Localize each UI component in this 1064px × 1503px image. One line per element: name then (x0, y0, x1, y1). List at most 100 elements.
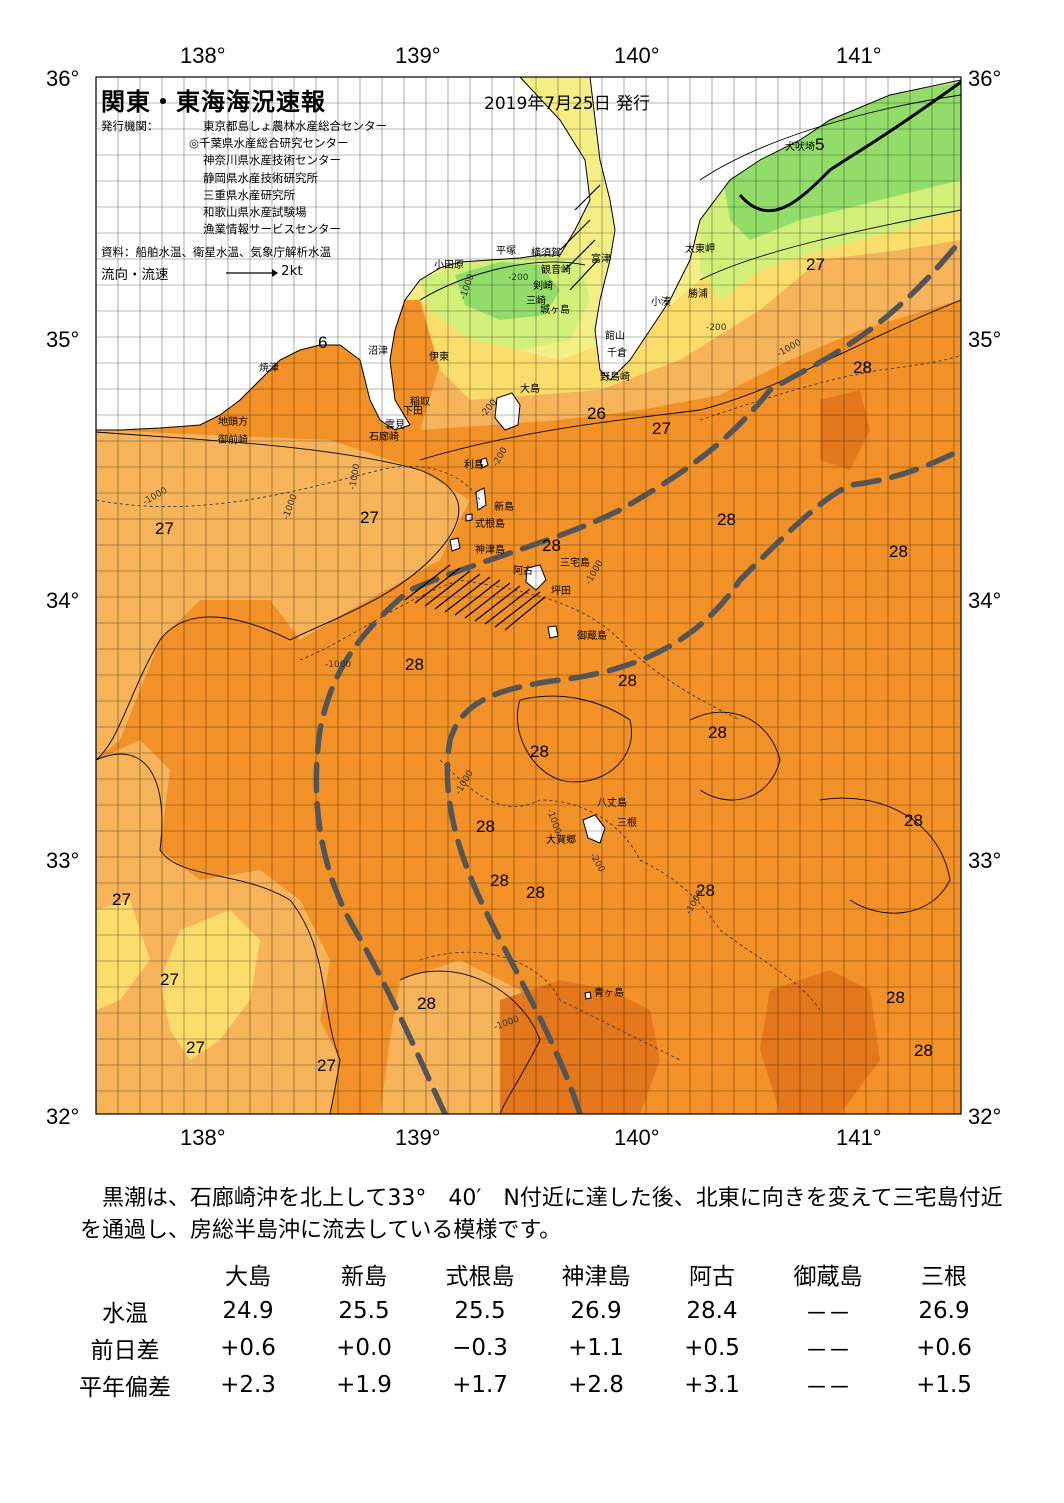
table-cell: 24.9 (222, 1297, 274, 1324)
place-label: 富津 (591, 252, 611, 265)
issuer: 神奈川県水産技術センター (203, 153, 341, 168)
place-label: 青ヶ島 (594, 986, 624, 999)
row-label: 水温 (102, 1300, 148, 1327)
temp-label: 5 (815, 135, 824, 154)
land-niijima (475, 487, 487, 511)
place-label: 小田原 (434, 259, 464, 271)
lat-label-right: 34° (968, 588, 1001, 613)
table-cell: +0.6 (220, 1334, 276, 1361)
table-cell: －－ (805, 1337, 851, 1364)
temp-label: 28 (853, 358, 872, 377)
place-label: 平塚 (496, 245, 516, 257)
lat-label-right: 35° (968, 327, 1001, 352)
axis-labels: 138° 139° 140° 141° 138° 139° 140° 141° … (46, 43, 1001, 1150)
table-row: 前日差 +0.6 +0.0 −0.3 +1.1 +0.5 －－ +0.6 (60, 1329, 1002, 1366)
place-label: 焼津 (259, 362, 279, 374)
place-label: 観音崎 (541, 263, 571, 276)
temp-label: 28 (526, 883, 545, 902)
table-cell: +1.9 (336, 1371, 392, 1398)
lon-label-bottom: 141° (836, 1125, 882, 1150)
temp-label: 28 (417, 994, 436, 1013)
land-hachijojima (582, 814, 606, 844)
land-aogashima (584, 991, 592, 1000)
lon-label-top: 141° (836, 43, 882, 68)
table-cell: +0.0 (336, 1334, 392, 1361)
lon-label-top: 140° (614, 43, 660, 68)
temp-label: 6 (318, 333, 327, 352)
place-label: 千倉 (607, 346, 627, 359)
issuer: 三重県水産研究所 (203, 187, 295, 202)
lon-label-bottom: 140° (614, 1125, 660, 1150)
place-labels: 犬吠埼 太東岬 勝浦 小湊 館山 千倉 野島崎 富津 横須賀 観音崎 剣崎 城ヶ… (218, 140, 815, 999)
temp-label: 28 (696, 881, 715, 900)
table-header-cell: 御蔵島 (793, 1263, 863, 1290)
place-label: 八丈島 (597, 796, 627, 809)
table-cell: 25.5 (338, 1297, 390, 1324)
land-kozushima (449, 537, 461, 552)
lat-label-left: 35° (46, 327, 79, 352)
temp-label: 28 (405, 655, 424, 674)
table-cell: －－ (805, 1300, 851, 1327)
place-label: 伊東 (429, 350, 449, 363)
sea-surface-temperature-map: 27 27 27 27 27 27 27 27 26 28 28 28 28 2… (46, 43, 1001, 1150)
map-frame (95, 76, 962, 1115)
row-label: 平年偏差 (79, 1374, 171, 1401)
place-label: 勝浦 (688, 287, 708, 300)
temp-label: 27 (186, 1038, 205, 1057)
place-label: 館山 (605, 329, 625, 342)
temp-label: 28 (904, 811, 923, 830)
depth-label: -1000 (348, 463, 362, 491)
place-label: 三崎 (526, 294, 546, 307)
depth-label: -200 (508, 273, 529, 283)
kuroshio-axis (313, 237, 961, 1114)
table-cell: +1.7 (452, 1371, 508, 1398)
place-label: 地頭方 (218, 415, 248, 428)
issuer: 漁業情報サービスセンター (203, 222, 341, 237)
issuers-label: 発行機関： (101, 119, 159, 133)
table-cell: +1.1 (568, 1334, 624, 1361)
place-label: 阿古 (513, 564, 533, 577)
current-vectors (404, 184, 601, 631)
table-row: 平年偏差 +2.3 +1.9 +1.7 +2.8 +3.1 －－ +1.5 (60, 1366, 1002, 1403)
place-label: 野島崎 (600, 370, 630, 383)
place-label: 新島 (494, 500, 514, 513)
place-label: 石廊崎 (369, 430, 399, 443)
map-title: 関東・東海海況速報 (101, 88, 326, 116)
temp-label: 27 (806, 255, 825, 274)
place-label: 横須賀 (531, 246, 561, 259)
issuer: ◎千葉県水産総合研究センター (189, 136, 349, 151)
table-header-cell: 三根 (921, 1263, 967, 1290)
lat-label-right: 36° (968, 66, 1001, 91)
flow-legend: 流向・流速 2kt (101, 263, 303, 283)
table-header-cell (60, 1255, 190, 1292)
table-cell: −0.3 (452, 1334, 508, 1361)
table-header-cell: 神津島 (561, 1263, 631, 1290)
issuer: 東京都島しょ農林水産総合センター (203, 119, 387, 133)
table-cell: +3.1 (684, 1371, 740, 1398)
table-header-cell: 大島 (225, 1263, 271, 1290)
depth-label: -200 (706, 323, 727, 333)
place-label: 御前崎 (218, 433, 248, 446)
table-cell: +2.3 (220, 1371, 276, 1398)
table-row: 水温 24.9 25.5 25.5 26.9 28.4 －－ 26.9 (60, 1292, 1002, 1329)
lat-label-left: 34° (46, 588, 79, 613)
lat-label-left: 33° (46, 848, 79, 873)
sst-zone-warm-1 (820, 390, 870, 470)
table-header-cell: 式根島 (445, 1263, 515, 1290)
place-label: 三宅島 (560, 556, 590, 569)
flow-legend-speed: 2kt (281, 263, 303, 279)
issuer: 静岡県水産技術研究所 (203, 170, 318, 185)
lat-label-left: 32° (46, 1104, 79, 1129)
temp-label: 28 (490, 871, 509, 890)
place-label: 坪田 (551, 584, 571, 597)
land-mikurajima (547, 625, 559, 639)
place-label: 式根島 (475, 517, 505, 530)
place-label: 雲見 (385, 419, 405, 431)
temp-label: 27 (652, 419, 671, 438)
temp-label: 28 (914, 1041, 933, 1060)
temp-label: 28 (618, 671, 637, 690)
lon-label-top: 138° (180, 43, 226, 68)
table-cell: －－ (805, 1374, 851, 1401)
place-label: 大島 (520, 382, 540, 395)
place-label: 剣崎 (533, 279, 553, 292)
